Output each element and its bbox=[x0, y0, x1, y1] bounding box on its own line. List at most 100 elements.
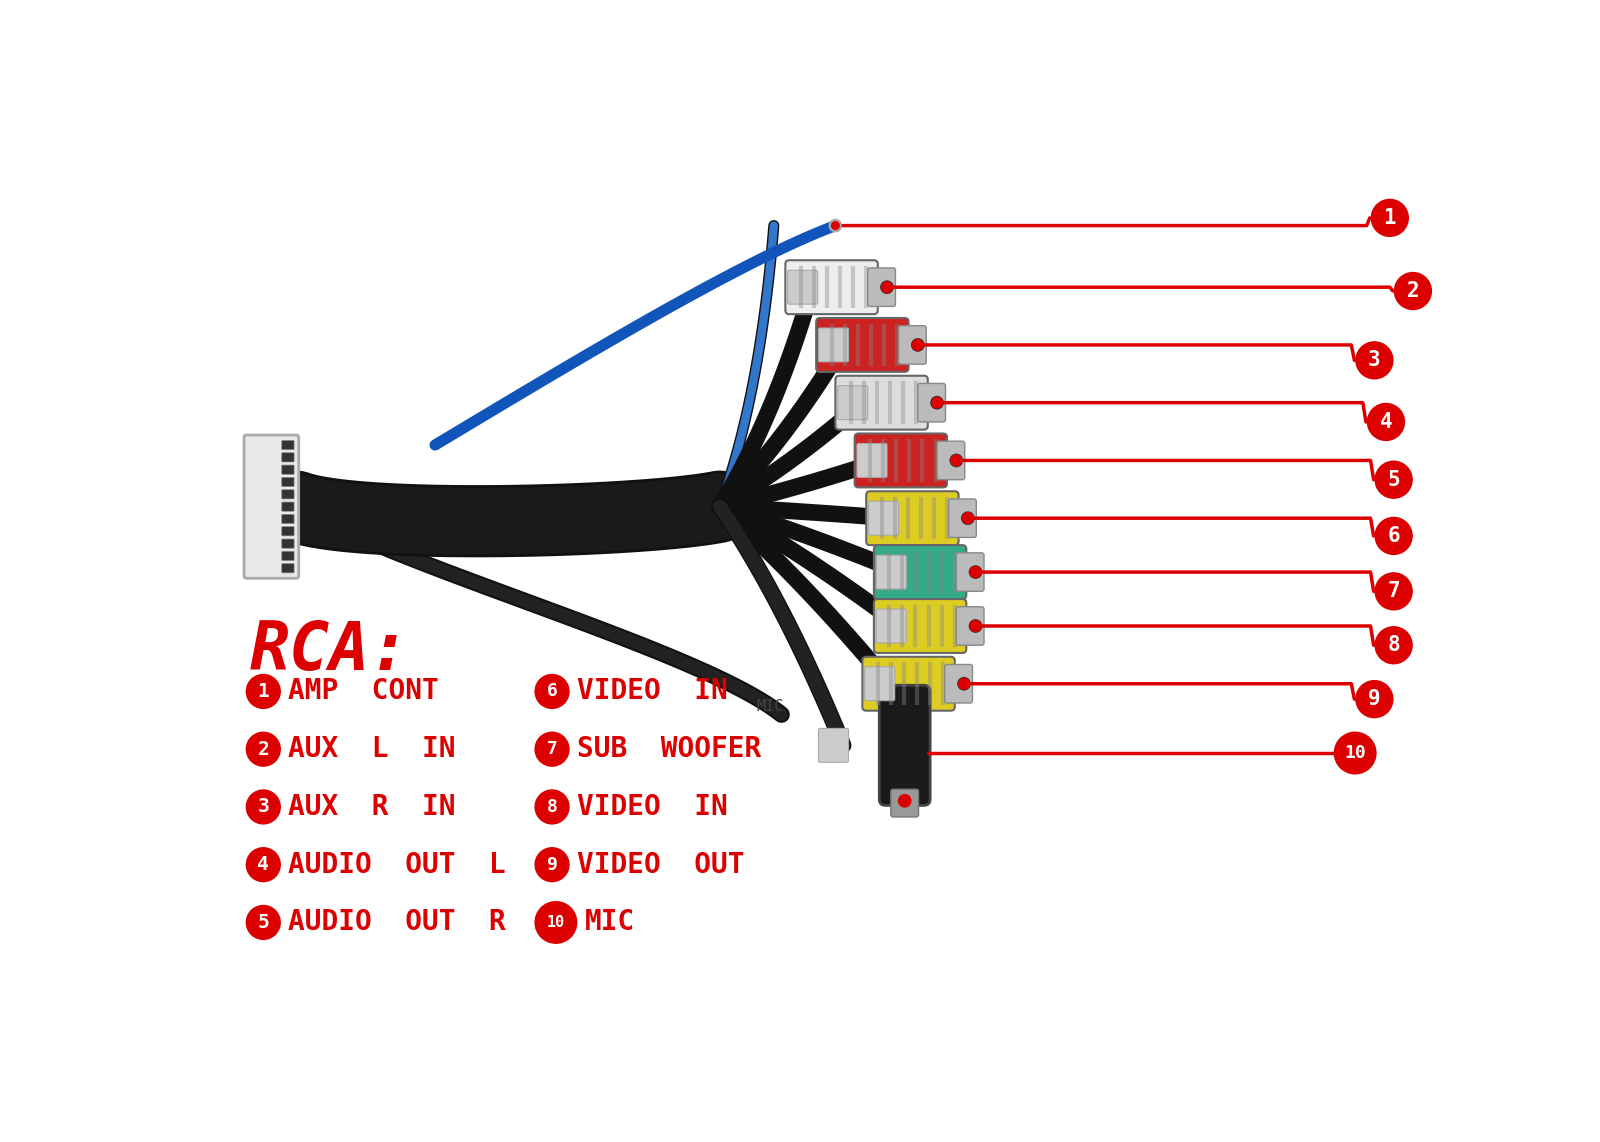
Circle shape bbox=[882, 282, 893, 292]
Text: 7: 7 bbox=[547, 740, 557, 758]
FancyBboxPatch shape bbox=[957, 553, 984, 592]
Text: 2: 2 bbox=[1406, 281, 1419, 301]
Text: 5: 5 bbox=[1387, 469, 1400, 490]
Text: AUX  R  IN: AUX R IN bbox=[288, 793, 456, 821]
Text: MIC: MIC bbox=[757, 699, 784, 715]
FancyBboxPatch shape bbox=[891, 789, 918, 817]
FancyBboxPatch shape bbox=[282, 539, 294, 548]
Circle shape bbox=[970, 566, 982, 578]
Text: 4: 4 bbox=[1379, 412, 1392, 432]
FancyBboxPatch shape bbox=[858, 443, 886, 477]
Circle shape bbox=[534, 902, 576, 943]
Circle shape bbox=[1355, 341, 1394, 379]
Circle shape bbox=[1368, 403, 1405, 441]
Circle shape bbox=[829, 219, 842, 232]
Circle shape bbox=[1374, 573, 1413, 610]
Text: VIDEO  OUT: VIDEO OUT bbox=[576, 851, 744, 878]
Text: 6: 6 bbox=[547, 683, 557, 700]
FancyBboxPatch shape bbox=[944, 665, 973, 703]
Circle shape bbox=[246, 906, 280, 940]
Circle shape bbox=[962, 512, 974, 524]
FancyBboxPatch shape bbox=[854, 434, 947, 488]
FancyBboxPatch shape bbox=[282, 452, 294, 463]
Text: 7: 7 bbox=[1387, 581, 1400, 602]
FancyBboxPatch shape bbox=[874, 545, 966, 600]
Circle shape bbox=[246, 847, 280, 882]
Circle shape bbox=[931, 396, 944, 409]
FancyBboxPatch shape bbox=[245, 435, 299, 578]
Circle shape bbox=[912, 339, 923, 351]
Text: MIC: MIC bbox=[584, 908, 635, 936]
Circle shape bbox=[1355, 681, 1394, 717]
Text: 10: 10 bbox=[1344, 745, 1366, 762]
Text: 1: 1 bbox=[1384, 208, 1397, 228]
FancyBboxPatch shape bbox=[282, 502, 294, 512]
Circle shape bbox=[246, 675, 280, 708]
Text: SUB  WOOFER: SUB WOOFER bbox=[576, 735, 762, 763]
FancyBboxPatch shape bbox=[877, 555, 906, 589]
FancyBboxPatch shape bbox=[282, 552, 294, 561]
Circle shape bbox=[1395, 273, 1432, 309]
FancyBboxPatch shape bbox=[899, 325, 926, 364]
Text: 5: 5 bbox=[258, 912, 269, 932]
FancyBboxPatch shape bbox=[880, 685, 930, 805]
Text: AMP  CONT: AMP CONT bbox=[288, 677, 438, 706]
FancyBboxPatch shape bbox=[816, 317, 909, 372]
Circle shape bbox=[1374, 627, 1413, 664]
Circle shape bbox=[950, 455, 962, 466]
FancyBboxPatch shape bbox=[874, 600, 966, 653]
FancyBboxPatch shape bbox=[282, 465, 294, 474]
Circle shape bbox=[912, 339, 923, 351]
Circle shape bbox=[958, 677, 970, 690]
Circle shape bbox=[246, 790, 280, 823]
FancyBboxPatch shape bbox=[957, 606, 984, 645]
Circle shape bbox=[534, 790, 570, 823]
FancyBboxPatch shape bbox=[786, 260, 878, 314]
Text: AUDIO  OUT  R: AUDIO OUT R bbox=[288, 908, 506, 936]
Text: 9: 9 bbox=[547, 855, 557, 874]
Circle shape bbox=[534, 847, 570, 882]
Text: VIDEO  IN: VIDEO IN bbox=[576, 793, 728, 821]
FancyBboxPatch shape bbox=[838, 386, 867, 419]
Circle shape bbox=[970, 566, 981, 578]
Text: 2: 2 bbox=[258, 740, 269, 758]
Circle shape bbox=[1374, 517, 1413, 554]
Circle shape bbox=[899, 795, 910, 807]
FancyBboxPatch shape bbox=[819, 729, 848, 762]
FancyBboxPatch shape bbox=[282, 490, 294, 499]
FancyBboxPatch shape bbox=[282, 564, 294, 573]
FancyBboxPatch shape bbox=[282, 441, 294, 450]
FancyBboxPatch shape bbox=[866, 491, 958, 545]
Circle shape bbox=[950, 455, 963, 467]
Circle shape bbox=[1374, 461, 1413, 498]
Circle shape bbox=[931, 397, 942, 408]
Text: VIDEO  IN: VIDEO IN bbox=[576, 677, 728, 706]
Text: 4: 4 bbox=[258, 855, 269, 874]
FancyBboxPatch shape bbox=[867, 268, 896, 306]
Text: 1: 1 bbox=[258, 682, 269, 701]
Text: 10: 10 bbox=[547, 915, 565, 930]
Circle shape bbox=[246, 732, 280, 766]
FancyBboxPatch shape bbox=[819, 328, 848, 362]
Circle shape bbox=[882, 281, 893, 293]
Text: AUX  L  IN: AUX L IN bbox=[288, 735, 456, 763]
Text: 6: 6 bbox=[1387, 526, 1400, 546]
FancyBboxPatch shape bbox=[282, 477, 294, 486]
Text: 8: 8 bbox=[1387, 635, 1400, 656]
FancyBboxPatch shape bbox=[877, 609, 906, 643]
FancyBboxPatch shape bbox=[282, 514, 294, 523]
Circle shape bbox=[832, 222, 840, 230]
FancyBboxPatch shape bbox=[835, 376, 928, 429]
Circle shape bbox=[1371, 200, 1408, 236]
FancyBboxPatch shape bbox=[862, 657, 955, 710]
FancyBboxPatch shape bbox=[787, 271, 818, 304]
FancyBboxPatch shape bbox=[918, 384, 946, 421]
Circle shape bbox=[534, 732, 570, 766]
Text: RCA:: RCA: bbox=[250, 618, 411, 684]
Circle shape bbox=[970, 620, 981, 632]
FancyBboxPatch shape bbox=[282, 526, 294, 536]
Text: 3: 3 bbox=[258, 797, 269, 817]
Text: AUDIO  OUT  L: AUDIO OUT L bbox=[288, 851, 506, 878]
Text: 3: 3 bbox=[1368, 351, 1381, 370]
FancyBboxPatch shape bbox=[938, 441, 965, 480]
